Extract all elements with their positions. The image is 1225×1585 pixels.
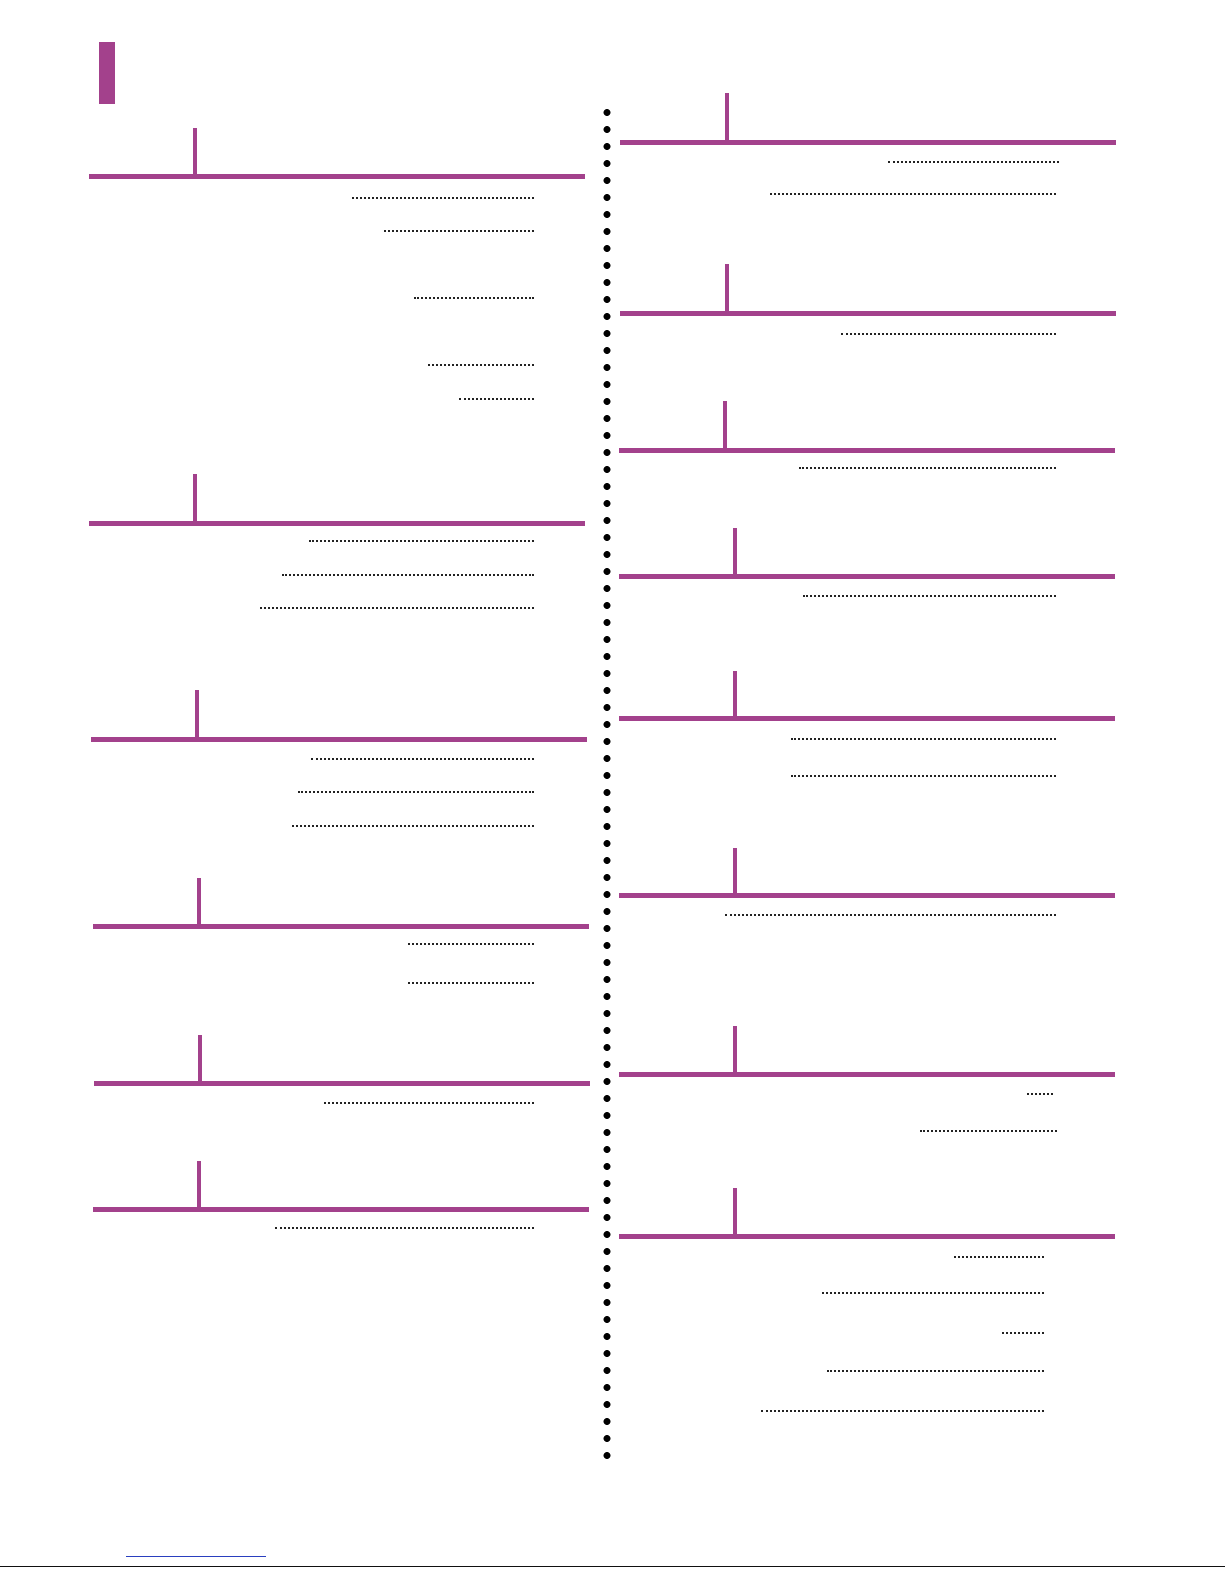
toc-entry-leader bbox=[414, 297, 534, 299]
page-title-marker bbox=[99, 42, 115, 104]
toc-entry-leader bbox=[822, 1292, 1044, 1294]
section-header-rule bbox=[619, 1072, 1115, 1077]
section-header-tick bbox=[733, 848, 737, 898]
section-header-tick bbox=[725, 93, 729, 143]
section-header-tick bbox=[733, 1026, 737, 1076]
section-header-rule bbox=[620, 140, 1116, 145]
column-divider bbox=[603, 104, 611, 1468]
toc-entry-leader bbox=[770, 193, 1056, 195]
toc-entry-leader bbox=[954, 1256, 1044, 1258]
toc-entry-leader bbox=[841, 333, 1056, 335]
toc-entry-leader bbox=[384, 230, 534, 232]
section-header-tick bbox=[723, 401, 727, 451]
toc-entry-leader bbox=[408, 982, 534, 984]
section-header-tick bbox=[197, 1161, 201, 1211]
toc-entry-leader bbox=[920, 1130, 1057, 1132]
toc-entry-leader bbox=[827, 1370, 1044, 1372]
section-header-rule bbox=[93, 924, 589, 929]
footer-link-underline[interactable] bbox=[126, 1556, 266, 1557]
section-header-tick bbox=[733, 528, 737, 578]
toc-entry-leader bbox=[408, 943, 534, 945]
toc-entry-leader bbox=[888, 161, 1059, 163]
toc-entry-leader bbox=[275, 1227, 534, 1229]
toc-entry-leader bbox=[1027, 1093, 1053, 1095]
toc-entry-leader bbox=[725, 914, 1056, 916]
section-header-rule bbox=[91, 737, 587, 742]
section-header-rule bbox=[620, 311, 1116, 316]
section-header-rule bbox=[619, 1234, 1115, 1239]
toc-entry-leader bbox=[428, 364, 534, 366]
section-header-tick bbox=[733, 671, 737, 721]
section-header-tick bbox=[193, 474, 197, 524]
toc-entry-leader bbox=[352, 197, 534, 199]
toc-entry-leader bbox=[761, 1410, 1044, 1412]
toc-entry-leader bbox=[282, 574, 534, 576]
toc-entry-leader bbox=[260, 607, 534, 609]
toc-entry-leader bbox=[1002, 1332, 1044, 1334]
section-header-tick bbox=[733, 1188, 737, 1238]
section-header-rule bbox=[619, 448, 1115, 453]
footer-rule bbox=[0, 1566, 1225, 1567]
toc-entry-leader bbox=[803, 595, 1056, 597]
section-header-rule bbox=[619, 716, 1115, 721]
section-header-rule bbox=[619, 893, 1115, 898]
toc-entry-leader bbox=[324, 1102, 534, 1104]
section-header-rule bbox=[619, 574, 1115, 579]
section-header-tick bbox=[725, 264, 729, 314]
section-header-tick bbox=[198, 1035, 202, 1085]
toc-entry-leader bbox=[799, 467, 1056, 469]
toc-entry-leader bbox=[292, 825, 534, 827]
toc-entry-leader bbox=[298, 791, 534, 793]
toc-entry-leader bbox=[309, 540, 534, 542]
section-header-rule bbox=[89, 174, 585, 179]
toc-entry-leader bbox=[791, 775, 1056, 777]
toc-entry-leader bbox=[791, 738, 1056, 740]
toc-entry-leader bbox=[459, 398, 534, 400]
toc-entry-leader bbox=[311, 758, 534, 760]
section-header-tick bbox=[197, 878, 201, 928]
section-header-rule bbox=[93, 1207, 589, 1212]
section-header-tick bbox=[193, 128, 197, 178]
section-header-rule bbox=[94, 1081, 590, 1086]
section-header-rule bbox=[89, 521, 585, 526]
section-header-tick bbox=[195, 690, 199, 740]
